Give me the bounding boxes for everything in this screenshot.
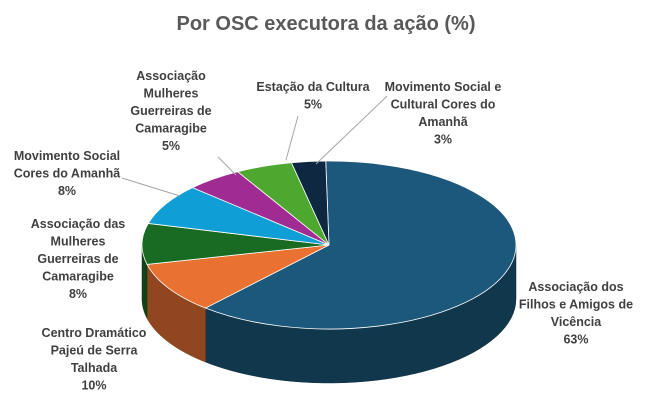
- slice-movimento-social-cores-do-amanha[interactable]: [147, 187, 330, 246]
- data-label-estacao-da-cultura: Estação da Cultura 5%: [256, 80, 370, 112]
- data-label-associacao-das-mulheres-guerreiras-de-camaragibe: Associação das Mulheres Guerreiras de Camar…: [31, 217, 126, 301]
- data-label-line: Movimento Social e: [385, 80, 502, 94]
- data-label-line: Associação dos: [528, 280, 623, 294]
- data-label-line: Cores do Amanhã: [14, 167, 121, 181]
- data-label-movimento-social-e-cultural-cores-do-amanha: Movimento Social e Cultural Cores do Amanh…: [385, 80, 502, 147]
- data-labels: Associação dos Filhos e Amigos de Vicência…: [14, 69, 633, 393]
- slice-associacao-das-mulheres-guerreiras-de-camaragibe[interactable]: [141, 223, 330, 265]
- chart-title: Por OSC executora da ação (%): [177, 13, 476, 35]
- data-label-line: Cultural Cores do: [391, 98, 496, 112]
- data-label-associacao-mulheres-guerreiras-de-camaragibe: Associação Mulheres Guerreiras de Camaragib…: [130, 69, 211, 153]
- pie-sides: [141, 244, 517, 384]
- slice-centro-dramatico-pajeu-de-serra-talhada[interactable]: [146, 244, 330, 309]
- leader-line-associacao-mulheres-guerreiras-de-camaragibe: [217, 156, 237, 176]
- data-label-line: Guerreiras de: [37, 252, 118, 266]
- data-label-value: 3%: [434, 133, 452, 147]
- data-label-associacao-dos-filhos-e-amigos-de-vicencia: Associação dos Filhos e Amigos de Vicência…: [519, 280, 633, 347]
- slice-associacao-dos-filhos-e-amigos-de-vicencia[interactable]: [204, 160, 517, 330]
- data-label-line: Talhada: [71, 361, 118, 375]
- data-label-value: 10%: [81, 379, 106, 393]
- data-label-movimento-social-cores-do-amanha: Movimento Social Cores do Amanhã 8%: [14, 149, 121, 198]
- slice-movimento-social-e-cultural-cores-do-amanha[interactable]: [290, 160, 330, 246]
- data-label-line: Camaragibe: [42, 270, 114, 284]
- data-label-value: 5%: [162, 139, 180, 153]
- data-label-value: 63%: [563, 333, 588, 347]
- leader-line-movimento-social-cores-do-amanha: [121, 177, 181, 197]
- data-label-line: Camaragibe: [135, 122, 207, 136]
- data-label-line: Estação da Cultura: [256, 80, 370, 94]
- data-label-line: Filhos e Amigos de: [519, 298, 633, 312]
- data-label-centro-dramatico-pajeu-de-serra-talhada: Centro Dramático Pajeú de Serra Talhada 10%: [42, 326, 147, 393]
- data-label-line: Guerreiras de: [130, 104, 211, 118]
- data-label-line: Associação: [136, 69, 206, 83]
- data-label-line: Vicência: [551, 315, 603, 329]
- leader-line-estacao-da-cultura: [285, 115, 299, 161]
- leader-line-movimento-social-e-cultural-cores-do-amanha: [315, 95, 388, 165]
- data-label-line: Pajeú de Serra: [51, 344, 139, 358]
- data-label-line: Amanhã: [418, 115, 467, 129]
- data-label-line: Movimento Social: [14, 149, 120, 163]
- data-label-line: Associação das: [31, 217, 126, 231]
- data-label-line: Mulheres: [51, 235, 106, 249]
- data-label-value: 8%: [58, 184, 76, 198]
- data-label-value: 8%: [69, 287, 87, 301]
- leader-lines: [121, 95, 388, 197]
- data-label-line: Centro Dramático: [42, 326, 147, 340]
- data-label-value: 5%: [304, 98, 322, 112]
- data-label-line: Mulheres: [144, 87, 199, 101]
- pie-tops: [141, 160, 517, 330]
